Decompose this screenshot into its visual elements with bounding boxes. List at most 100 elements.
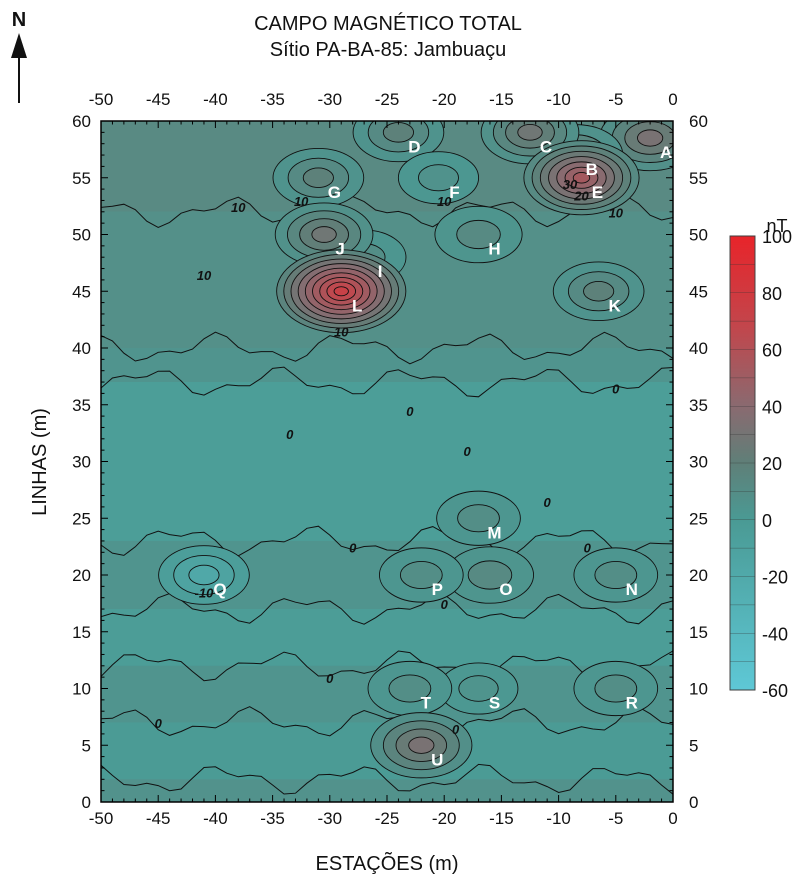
contour-value-label: 0	[406, 404, 414, 419]
contour-value-label: 0	[612, 381, 620, 396]
y-tick-label-left: 10	[72, 680, 91, 699]
anomaly-label: D	[408, 137, 420, 156]
y-tick-label-right: 15	[689, 623, 708, 642]
anomaly-label: Q	[213, 580, 226, 599]
anomaly-label: P	[432, 580, 443, 599]
y-tick-label-right: 60	[689, 112, 708, 131]
contour-value-label: 10	[231, 200, 246, 215]
contour-value-label: 10	[609, 205, 624, 220]
anomaly-label: K	[608, 296, 621, 315]
anomaly-contour-ring	[334, 287, 348, 296]
y-tick-label-left: 35	[72, 396, 91, 415]
y-axis-label: LINHAS (m)	[29, 408, 51, 516]
y-tick-label-left: 60	[72, 112, 91, 131]
x-tick-label-top: -20	[432, 90, 457, 109]
x-tick-label-top: -30	[318, 90, 343, 109]
colorbar-tick-label: 0	[762, 511, 772, 531]
y-tick-label-left: 45	[72, 282, 91, 301]
anomaly-label: L	[352, 296, 362, 315]
y-tick-label-left: 0	[82, 793, 91, 812]
colorbar-tick-label: -20	[762, 568, 788, 588]
colorbar: nT 100 80 60 40 20 0 -20 -40 -60	[730, 216, 792, 701]
y-tick-label-left: 20	[72, 566, 91, 585]
contour-value-label: 10	[294, 194, 309, 209]
x-tick-label-bottom: -30	[318, 809, 343, 828]
chart-subtitle: Sítio PA-BA-85: Jambuaçu	[270, 39, 506, 61]
field-zone	[101, 609, 673, 666]
y-tick-label-right: 45	[689, 282, 708, 301]
x-tick-label-top: -35	[260, 90, 285, 109]
contour-value-label: 0	[452, 722, 460, 737]
y-tick-label-left: 5	[82, 736, 91, 755]
x-tick-label-top: -5	[608, 90, 623, 109]
north-label: N	[12, 9, 26, 31]
y-tick-label-right: 10	[689, 680, 708, 699]
anomaly-label: B	[586, 160, 598, 179]
colorbar-tick-label: 100	[762, 227, 792, 247]
x-axis-label: ESTAÇÕES (m)	[316, 851, 459, 875]
x-tick-label-top: 0	[668, 90, 677, 109]
x-tick-label-top: -25	[375, 90, 400, 109]
x-tick-label-bottom: -10	[546, 809, 571, 828]
colorbar-tick-label: -40	[762, 624, 788, 644]
x-tick-label-top: -50	[89, 90, 114, 109]
contour-value-label: 0	[584, 540, 592, 555]
y-tick-label-right: 55	[689, 169, 708, 188]
x-tick-label-bottom: -50	[89, 809, 114, 828]
anomaly-label: F	[449, 183, 459, 202]
y-tick-label-right: 35	[689, 396, 708, 415]
contour-value-label: -10	[195, 586, 215, 601]
x-tick-label-top: -45	[146, 90, 171, 109]
x-tick-label-bottom: -25	[375, 809, 400, 828]
colorbar-tick-label: 80	[762, 284, 782, 304]
contour-value-label: 0	[441, 597, 449, 612]
y-tick-label-right: 20	[689, 566, 708, 585]
anomaly-contour-ring	[518, 124, 542, 140]
anomaly-label: O	[499, 580, 512, 599]
y-tick-label-left: 55	[72, 169, 91, 188]
north-arrow-icon	[11, 33, 27, 103]
anomaly-label: H	[488, 240, 500, 259]
anomaly-label: S	[489, 694, 500, 713]
anomaly-contour-ring	[409, 737, 434, 753]
x-tick-label-bottom: -35	[260, 809, 285, 828]
contour-value-label: 0	[349, 540, 357, 555]
x-tick-label-top: -10	[546, 90, 571, 109]
anomaly-label: J	[335, 240, 344, 259]
colorbar-tick-label: 20	[762, 454, 782, 474]
x-tick-label-bottom: -45	[146, 809, 171, 828]
field-zone	[101, 382, 673, 541]
anomaly-contour-ring	[312, 227, 336, 243]
contour-value-label: 20	[573, 188, 589, 203]
anomaly-label: G	[328, 183, 341, 202]
anomaly-label: R	[626, 694, 638, 713]
anomaly-label: U	[431, 750, 443, 769]
anomaly-label: E	[592, 183, 603, 202]
x-tick-label-top: -15	[489, 90, 514, 109]
x-tick-label-top: -40	[203, 90, 228, 109]
colorbar-tick-label: 40	[762, 397, 782, 417]
colorbar-tick-label: -60	[762, 681, 788, 701]
y-tick-label-right: 50	[689, 226, 708, 245]
anomaly-label: I	[378, 262, 383, 281]
y-tick-label-left: 15	[72, 623, 91, 642]
contour-value-label: 10	[197, 268, 212, 283]
anomaly-label: A	[660, 143, 672, 162]
chart-title: CAMPO MAGNÉTICO TOTAL	[254, 12, 522, 35]
contour-value-label: 0	[155, 716, 163, 731]
anomaly-contour-ring	[637, 130, 662, 146]
anomaly-label: C	[540, 137, 552, 156]
y-tick-label-right: 5	[689, 736, 698, 755]
x-tick-label-bottom: -5	[608, 809, 623, 828]
y-tick-label-right: 40	[689, 339, 708, 358]
y-tick-label-right: 0	[689, 793, 698, 812]
y-tick-label-right: 25	[689, 509, 708, 528]
x-tick-label-bottom: 0	[668, 809, 677, 828]
contour-value-label: 0	[544, 495, 552, 510]
anomaly-label: N	[626, 580, 638, 599]
x-tick-label-bottom: -20	[432, 809, 457, 828]
x-tick-label-bottom: -15	[489, 809, 514, 828]
colorbar-tick-label: 60	[762, 341, 782, 361]
y-tick-label-left: 50	[72, 226, 91, 245]
